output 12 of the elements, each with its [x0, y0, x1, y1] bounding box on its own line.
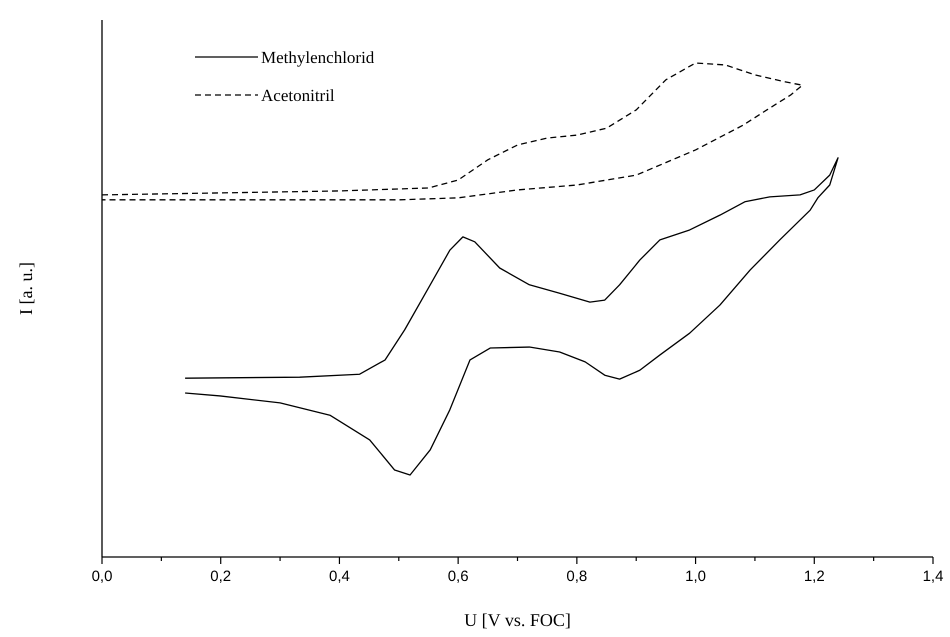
y-axis-title: I [a. u.] [16, 262, 36, 315]
x-tick-label: 0,4 [329, 568, 350, 585]
x-tick-label: 1,2 [804, 568, 825, 585]
x-tick-label: 0,8 [566, 568, 588, 585]
x-axis-title: U [V vs. FOC] [464, 610, 571, 630]
legend-label: Methylenchlorid [261, 48, 375, 67]
x-tick-label: 1,0 [685, 568, 706, 585]
x-tick-label: 0,0 [92, 568, 112, 585]
x-tick-label: 0,6 [448, 568, 469, 585]
x-tick-label: 1,4 [922, 568, 944, 585]
x-tick-label: 0,2 [210, 568, 232, 585]
legend-label: Acetonitril [261, 86, 335, 105]
